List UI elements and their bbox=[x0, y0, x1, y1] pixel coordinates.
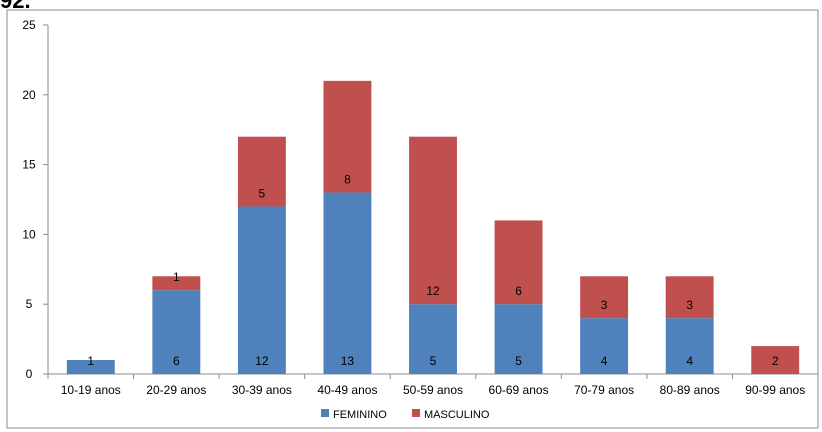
data-label-feminino: 13 bbox=[341, 354, 355, 368]
data-label-masculino: 12 bbox=[426, 284, 440, 298]
data-label-masculino: 1 bbox=[173, 270, 180, 284]
x-axis: 10-19 anos 20-29 anos 30-39 anos 40-49 anos… bbox=[47, 373, 819, 397]
data-label-masculino: 3 bbox=[686, 298, 693, 312]
x-tick-label: 40-49 anos bbox=[317, 383, 377, 397]
x-tick-label: 10-19 anos bbox=[61, 383, 121, 397]
y-tick-label: 25 bbox=[22, 18, 36, 32]
bar-masculino-8 bbox=[751, 346, 800, 374]
x-tick-label: 70-79 anos bbox=[574, 383, 634, 397]
bar-feminino-3 bbox=[323, 192, 372, 374]
data-label-masculino: 2 bbox=[772, 354, 779, 368]
data-label-feminino: 6 bbox=[173, 354, 180, 368]
bar-masculino-4 bbox=[409, 136, 457, 305]
x-tick-label: 20-29 anos bbox=[146, 383, 206, 397]
x-tick-label: 90-99 anos bbox=[745, 383, 805, 397]
x-tick-label: 50-59 anos bbox=[403, 383, 463, 397]
bars: 1 6 1 12 5 13 8 5 12 5 6 4 3 4 3 2 bbox=[66, 80, 800, 374]
y-tick-label: 10 bbox=[22, 227, 36, 241]
data-label-feminino: 5 bbox=[430, 354, 437, 368]
legend-swatch-masculino bbox=[412, 409, 420, 417]
bar-masculino-5 bbox=[494, 220, 543, 305]
x-tick-label: 60-69 anos bbox=[489, 383, 549, 397]
bar-feminino-6 bbox=[580, 318, 629, 374]
y-tick-label: 0 bbox=[26, 367, 33, 381]
legend-label-masculino: MASCULINO bbox=[424, 409, 490, 421]
bar-feminino-7 bbox=[665, 318, 714, 374]
legend-label-feminino: FEMININO bbox=[333, 409, 387, 421]
y-axis: 0 5 10 15 20 25 bbox=[22, 18, 49, 381]
bar-feminino-0 bbox=[66, 360, 115, 374]
data-label-feminino: 1 bbox=[87, 354, 94, 368]
bar-feminino-1 bbox=[152, 290, 201, 374]
legend: FEMININO MASCULINO bbox=[321, 409, 490, 421]
y-tick-label: 15 bbox=[22, 158, 36, 172]
bar-masculino-2 bbox=[237, 136, 286, 207]
bar-masculino-6 bbox=[580, 276, 629, 319]
y-tick-label: 20 bbox=[22, 88, 36, 102]
y-tick-label: 5 bbox=[26, 297, 33, 311]
bar-masculino-1 bbox=[152, 276, 201, 291]
data-label-masculino: 3 bbox=[601, 298, 608, 312]
x-tick-label: 30-39 anos bbox=[232, 383, 292, 397]
bar-masculino-7 bbox=[665, 276, 714, 319]
bar-masculino-3 bbox=[323, 80, 372, 193]
bar-feminino-5 bbox=[494, 304, 543, 374]
x-tick-label: 80-89 anos bbox=[660, 383, 720, 397]
data-label-feminino: 12 bbox=[255, 354, 269, 368]
data-label-feminino: 4 bbox=[686, 354, 693, 368]
bar-feminino-4 bbox=[409, 304, 457, 374]
data-label-feminino: 4 bbox=[601, 354, 608, 368]
legend-swatch-feminino bbox=[321, 409, 329, 417]
data-label-masculino: 6 bbox=[515, 284, 522, 298]
data-label-feminino: 5 bbox=[515, 354, 522, 368]
bar-feminino-2 bbox=[237, 206, 286, 374]
data-label-masculino: 5 bbox=[259, 186, 266, 200]
data-label-masculino: 8 bbox=[344, 173, 351, 187]
